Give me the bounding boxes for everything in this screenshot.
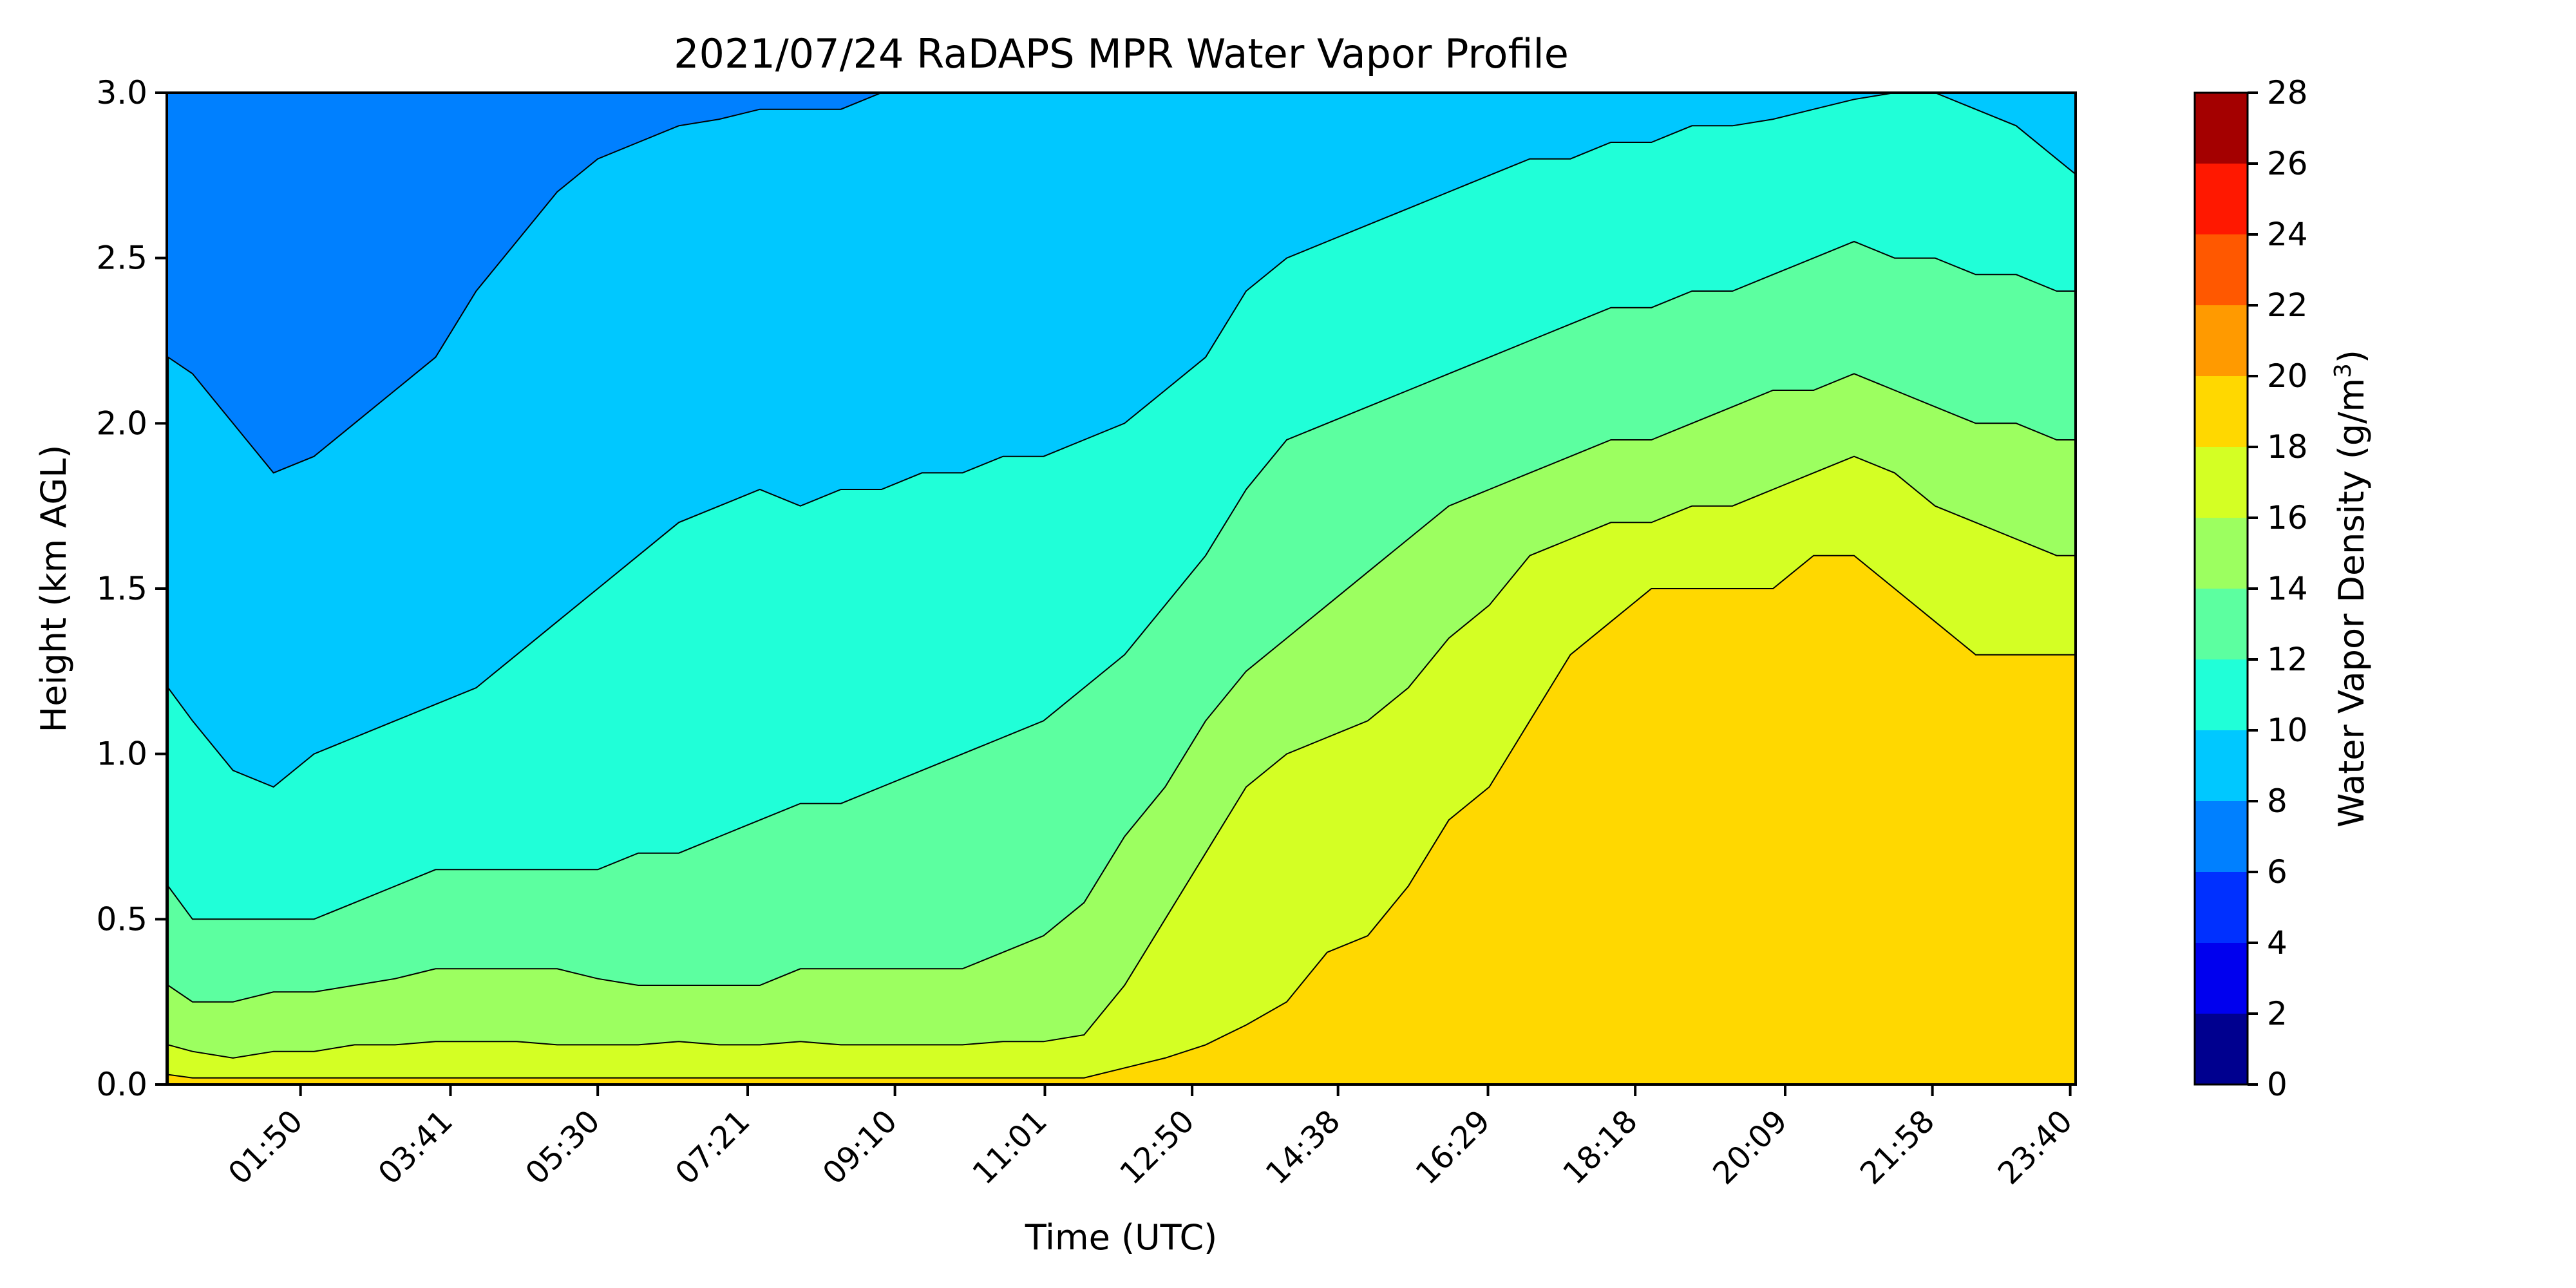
- x-tick-label: 07:21: [668, 1103, 757, 1191]
- colorbar-segment: [2195, 164, 2248, 234]
- colorbar-segment: [2195, 305, 2248, 376]
- colorbar-tick-label: 8: [2267, 782, 2287, 820]
- colorbar-segment: [2195, 234, 2248, 305]
- colorbar-segment: [2195, 518, 2248, 589]
- y-tick-label: 2.5: [96, 240, 147, 277]
- y-axis-label: Height (km AGL): [33, 445, 74, 733]
- x-tick-label: 23:40: [1991, 1103, 2079, 1191]
- x-tick-label: 14:38: [1259, 1103, 1347, 1191]
- colorbar-tick-label: 18: [2267, 428, 2308, 466]
- y-tick-label: 0.5: [96, 900, 147, 938]
- chart-title: 2021/07/24 RaDAPS MPR Water Vapor Profil…: [674, 30, 1569, 77]
- colorbar-tick-label: 16: [2267, 499, 2308, 536]
- colorbar-label-main: Water Vapor Density (g/m: [2331, 378, 2372, 828]
- colorbar-tick-label: 12: [2267, 641, 2308, 678]
- y-tick-label: 2.0: [96, 404, 147, 442]
- colorbar-tick-label: 4: [2267, 924, 2287, 961]
- x-tick-label: 12:50: [1113, 1103, 1201, 1191]
- colorbar-label: Water Vapor Density (g/m3): [2330, 350, 2372, 828]
- x-tick-label: 01:50: [222, 1103, 310, 1191]
- contour-plot-area: [167, 93, 2076, 1084]
- colorbar-tick-label: 14: [2267, 570, 2308, 607]
- x-tick-label: 21:58: [1853, 1103, 1942, 1191]
- x-tick-label: 18:18: [1556, 1103, 1644, 1191]
- colorbar-tick-label: 22: [2267, 287, 2308, 324]
- colorbar-segment: [2195, 1014, 2248, 1084]
- y-axis: 0.0 0.5 1.0 1.5 2.0 2.5 3.0: [96, 74, 167, 1103]
- x-tick-label: 11:01: [966, 1103, 1054, 1191]
- colorbar-segment: [2195, 93, 2248, 164]
- colorbar-label-end: ): [2331, 350, 2372, 363]
- colorbar-segment: [2195, 589, 2248, 659]
- colorbar-segment: [2195, 376, 2248, 447]
- colorbar-segment: [2195, 447, 2248, 518]
- colorbar-tick-label: 26: [2267, 145, 2308, 182]
- x-tick-label: 09:10: [816, 1103, 904, 1191]
- x-tick-label: 03:41: [372, 1103, 460, 1191]
- x-axis-label: Time (UTC): [1025, 1217, 1218, 1258]
- colorbar-label-superscript: 3: [2330, 363, 2356, 378]
- x-axis: 01:50 03:41 05:30 07:21 09:10 11:01 12:50 14:38…: [222, 1084, 2079, 1191]
- x-tick-label: 05:30: [518, 1103, 607, 1191]
- colorbar-tick-label: 10: [2267, 712, 2308, 749]
- y-tick-label: 1.5: [96, 570, 147, 607]
- colorbar-segment: [2195, 943, 2248, 1014]
- y-tick-label: 1.0: [96, 735, 147, 773]
- colorbar-tick-label: 28: [2267, 74, 2308, 111]
- colorbar-tick-label: 2: [2267, 995, 2287, 1032]
- colorbar-tick-label: 0: [2267, 1066, 2287, 1103]
- colorbar-segment: [2195, 659, 2248, 730]
- y-tick-label: 3.0: [96, 74, 147, 111]
- contour-band-above-16: [167, 554, 2076, 1084]
- colorbar-tick-label: 20: [2267, 357, 2308, 395]
- colorbar-tick-label: 6: [2267, 853, 2287, 891]
- colorbar-segment: [2195, 730, 2248, 801]
- colorbar-segment: [2195, 872, 2248, 943]
- colorbar-tick-label: 24: [2267, 216, 2308, 253]
- y-tick-label: 0.0: [96, 1066, 147, 1103]
- x-tick-label: 20:09: [1706, 1103, 1794, 1191]
- colorbar-segment: [2195, 801, 2248, 872]
- x-tick-label: 16:29: [1409, 1103, 1497, 1191]
